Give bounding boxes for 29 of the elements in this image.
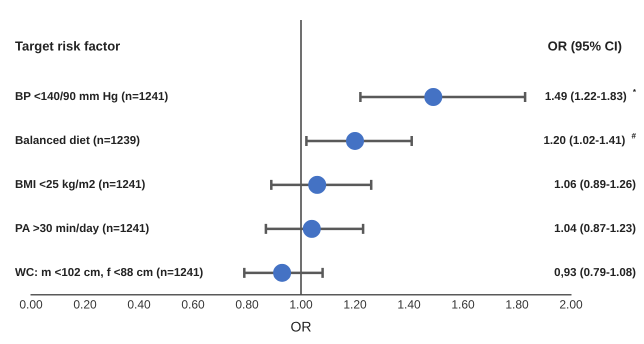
x-axis-title: OR [290, 318, 312, 334]
y-tick-label: Balanced diet (n=1239) [15, 135, 140, 148]
x-tick-label: 2.00 [559, 297, 583, 312]
data-label: 1.20 (1.02-1.41) # [544, 132, 637, 148]
x-tick-label: 0.00 [19, 297, 43, 312]
x-tick-label: 1.20 [343, 297, 367, 312]
data-label: 0,93 (0.79-1.08) [554, 266, 636, 279]
data-label: 1.49 (1.22-1.83) * [544, 88, 637, 104]
x-tick-label: 0.80 [235, 297, 259, 312]
x-tick-label: 0.20 [73, 297, 97, 312]
point [346, 132, 364, 150]
data-label: 1.04 (0.87-1.23) [554, 223, 636, 236]
x-tick-label: 1.60 [451, 297, 475, 312]
point [273, 264, 292, 282]
point [424, 88, 442, 106]
y-tick-label: WC: m <102 cm, f <88 cm (n=1241) [15, 266, 204, 279]
point [308, 176, 326, 194]
y-tick-label: BP <140/90 mm Hg (n=1241) [15, 91, 168, 104]
x-tick-label: 0.40 [127, 297, 151, 312]
text: OR (95% CI) [548, 38, 622, 54]
point [302, 220, 321, 238]
text: Target risk factor [15, 38, 120, 54]
y-tick-label: PA >30 min/day (n=1241) [15, 223, 150, 236]
x-tick-label: 1.80 [505, 297, 529, 312]
x-tick-label: 1.40 [397, 297, 421, 312]
x-tick-label: 1.00 [289, 297, 313, 312]
data-label: 1.06 (0.89-1.26) [554, 179, 636, 192]
y-tick-label: BMI <25 kg/m2 (n=1241) [15, 179, 146, 192]
x-tick-label: 0.60 [181, 297, 205, 312]
